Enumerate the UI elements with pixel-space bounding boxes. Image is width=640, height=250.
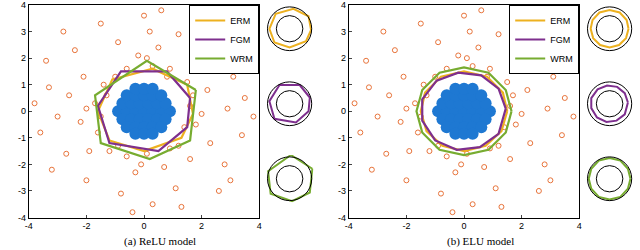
svg-text:4: 4 <box>341 0 346 10</box>
svg-text:2: 2 <box>519 221 524 231</box>
svg-text:-4: -4 <box>25 221 33 231</box>
svg-text:WRM: WRM <box>230 54 253 64</box>
svg-text:3: 3 <box>341 27 346 37</box>
svg-text:WRM: WRM <box>550 54 573 64</box>
svg-text:ERM: ERM <box>550 16 570 26</box>
svg-text:3: 3 <box>21 27 26 37</box>
svg-text:(a) ReLU model: (a) ReLU model <box>124 235 196 248</box>
svg-text:0: 0 <box>341 106 346 116</box>
svg-text:-4: -4 <box>18 213 26 223</box>
svg-text:-3: -3 <box>338 186 346 196</box>
svg-text:-4: -4 <box>338 213 346 223</box>
svg-text:FGM: FGM <box>230 35 250 45</box>
svg-text:1: 1 <box>21 80 26 90</box>
svg-text:-2: -2 <box>18 160 26 170</box>
svg-text:1: 1 <box>341 80 346 90</box>
svg-text:-1: -1 <box>18 133 26 143</box>
svg-text:(b) ELU model: (b) ELU model <box>447 235 514 248</box>
svg-text:4: 4 <box>257 221 262 231</box>
svg-text:-3: -3 <box>18 186 26 196</box>
svg-text:2: 2 <box>21 53 26 63</box>
svg-text:-2: -2 <box>82 221 90 231</box>
svg-text:0: 0 <box>141 221 146 231</box>
svg-text:2: 2 <box>341 53 346 63</box>
svg-text:-2: -2 <box>338 160 346 170</box>
svg-text:FGM: FGM <box>550 35 570 45</box>
svg-text:-1: -1 <box>338 133 346 143</box>
svg-text:-2: -2 <box>402 221 410 231</box>
svg-text:4: 4 <box>21 0 26 10</box>
svg-text:4: 4 <box>577 221 582 231</box>
svg-text:0: 0 <box>21 106 26 116</box>
svg-text:-4: -4 <box>345 221 353 231</box>
svg-text:ERM: ERM <box>230 16 250 26</box>
svg-text:2: 2 <box>199 221 204 231</box>
svg-text:0: 0 <box>461 221 466 231</box>
